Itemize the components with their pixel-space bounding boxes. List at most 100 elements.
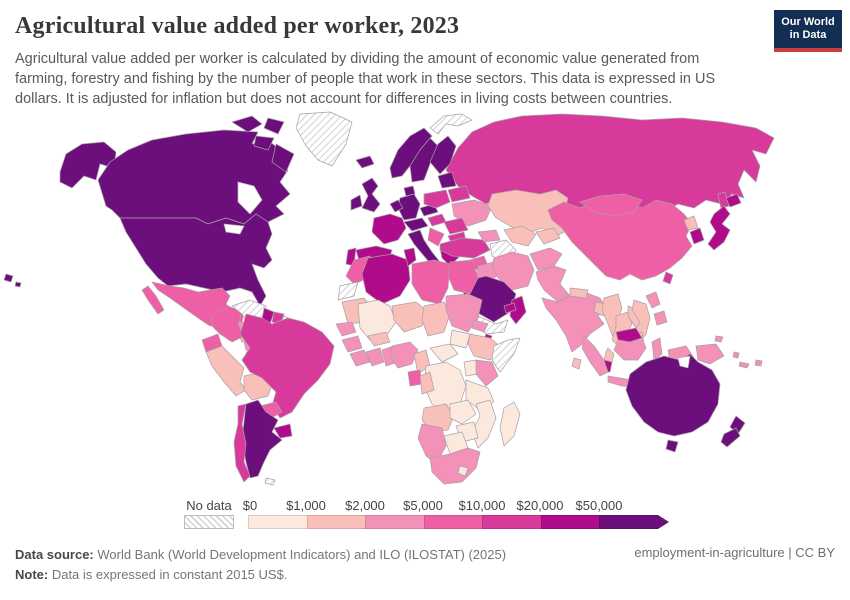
country-madagascar[interactable] <box>499 401 521 447</box>
country-philippines-mindanao[interactable] <box>653 310 668 326</box>
country-thailand-peninsula[interactable] <box>603 347 615 363</box>
country-south-korea[interactable] <box>689 227 705 245</box>
legend-bucket-swatch-3[interactable] <box>423 515 482 529</box>
legend-no-data-swatch[interactable] <box>184 515 234 529</box>
country-canada-arctic-2[interactable] <box>263 117 285 135</box>
country-kenya[interactable] <box>475 359 499 387</box>
country-philippines-luzon[interactable] <box>645 291 661 309</box>
country-tunisia[interactable] <box>403 247 417 267</box>
country-libya[interactable] <box>411 259 451 305</box>
country-united-states[interactable] <box>119 213 273 307</box>
country-canada-arctic-1[interactable] <box>231 115 263 133</box>
country-central-african-republic[interactable] <box>429 343 459 363</box>
country-peru[interactable] <box>205 345 247 397</box>
country-senegal[interactable] <box>335 321 357 337</box>
country-hawaii-2[interactable] <box>14 281 22 288</box>
country-japan-hokkaido[interactable] <box>725 193 742 208</box>
country-russia-sakhalin[interactable] <box>717 191 730 209</box>
country-canada-baffin[interactable] <box>271 143 295 173</box>
country-south-sudan[interactable] <box>449 329 471 349</box>
country-switzerland-austria[interactable] <box>403 217 429 232</box>
country-mongolia[interactable] <box>579 193 643 217</box>
country-ivory-coast[interactable] <box>365 347 385 367</box>
legend-bucket-swatch-6[interactable] <box>599 515 658 529</box>
country-niger[interactable] <box>391 301 427 333</box>
country-lesotho[interactable] <box>457 465 469 477</box>
country-united-kingdom[interactable] <box>361 177 381 213</box>
country-pakistan[interactable] <box>535 265 571 303</box>
country-new-caledonia[interactable] <box>738 361 750 369</box>
country-australia[interactable] <box>625 353 721 437</box>
country-north-korea[interactable] <box>683 215 699 231</box>
country-fiji[interactable] <box>754 359 763 367</box>
country-denmark[interactable] <box>403 185 416 197</box>
country-greenland[interactable] <box>295 111 353 167</box>
country-western-sahara[interactable] <box>337 281 359 301</box>
country-egypt[interactable] <box>447 259 479 295</box>
country-papua-new-guinea[interactable] <box>695 343 725 365</box>
country-france[interactable] <box>371 213 407 245</box>
country-mozambique[interactable] <box>471 399 497 449</box>
country-indonesia-kalimantan[interactable] <box>613 337 647 361</box>
country-caucasus[interactable] <box>477 229 501 243</box>
country-mali[interactable] <box>357 299 397 341</box>
legend-bucket-swatch-4[interactable] <box>482 515 541 529</box>
country-indonesia-sulawesi[interactable] <box>651 337 663 361</box>
country-indonesia-sumatra[interactable] <box>581 335 609 377</box>
country-eritrea[interactable] <box>471 319 489 333</box>
country-guinea[interactable] <box>341 335 363 353</box>
country-brazil[interactable] <box>239 313 335 419</box>
country-uzbekistan[interactable] <box>503 225 537 247</box>
country-ireland[interactable] <box>350 194 363 211</box>
country-taiwan[interactable] <box>662 271 674 285</box>
country-belarus[interactable] <box>447 185 471 203</box>
country-india[interactable] <box>541 291 607 353</box>
license-link[interactable]: employment-in-agriculture | CC BY <box>634 545 835 560</box>
country-united-arab-emirates[interactable] <box>503 302 517 314</box>
country-kyrgyzstan-tajikistan[interactable] <box>535 227 561 245</box>
country-australia-tasmania[interactable] <box>665 439 679 453</box>
legend-bucket-swatch-1[interactable] <box>306 515 365 529</box>
country-hawaii[interactable] <box>3 273 14 283</box>
country-svalbard[interactable] <box>429 113 473 135</box>
country-zambia[interactable] <box>449 399 477 425</box>
country-chad[interactable] <box>421 301 451 337</box>
country-algeria[interactable] <box>361 253 411 305</box>
country-mexico-baja[interactable] <box>141 285 165 315</box>
country-falkland-islands[interactable] <box>264 477 276 486</box>
country-turkey[interactable] <box>439 237 491 259</box>
country-uruguay[interactable] <box>273 423 293 439</box>
owid-logo[interactable]: Our World in Data <box>774 10 842 52</box>
country-canada-arctic-3[interactable] <box>253 135 275 151</box>
country-angola[interactable] <box>421 403 455 433</box>
country-sri-lanka[interactable] <box>571 357 582 370</box>
country-kazakhstan[interactable] <box>487 189 573 237</box>
page-title: Agricultural value added per worker, 202… <box>15 13 460 39</box>
country-hungary[interactable] <box>427 213 447 227</box>
country-new-zealand-south[interactable] <box>720 427 741 448</box>
country-vanuatu[interactable] <box>732 351 740 359</box>
country-finland[interactable] <box>429 135 457 175</box>
country-baltic-states[interactable] <box>437 171 457 189</box>
country-solomon-islands[interactable] <box>714 335 724 343</box>
country-romania[interactable] <box>443 217 469 235</box>
country-benelux[interactable] <box>389 199 404 213</box>
country-afghanistan[interactable] <box>529 247 563 271</box>
country-iran[interactable] <box>491 251 535 291</box>
country-poland[interactable] <box>423 189 451 209</box>
country-burkina-faso[interactable] <box>367 331 391 347</box>
country-iceland[interactable] <box>355 155 375 169</box>
country-serbia-balkans[interactable] <box>427 227 445 247</box>
country-nigeria[interactable] <box>389 341 419 369</box>
country-south-africa[interactable] <box>429 447 481 485</box>
country-chile[interactable] <box>233 403 251 483</box>
legend-bucket-swatch-2[interactable] <box>365 515 424 529</box>
country-congo[interactable] <box>419 371 435 395</box>
country-japan[interactable] <box>707 205 731 251</box>
legend-bucket-swatch-5[interactable] <box>540 515 599 529</box>
legend-bucket-swatch-0[interactable] <box>248 515 307 529</box>
country-nepal[interactable] <box>569 287 589 299</box>
gulf-of-carpentaria <box>677 355 691 369</box>
country-somalia[interactable] <box>491 337 521 373</box>
